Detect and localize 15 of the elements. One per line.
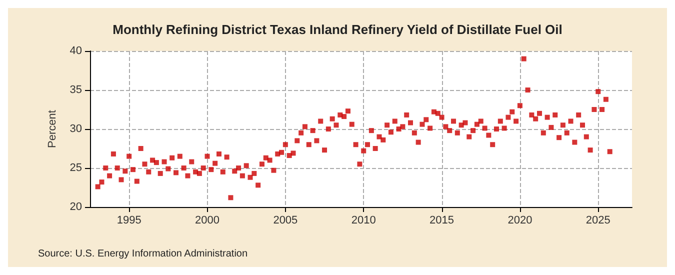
x-tick-label: 2005	[273, 214, 298, 226]
chart-title: Monthly Refining District Texas Inland Refinery Yield of Distillate Fuel Oil	[112, 22, 562, 37]
x-tick-label: 1995	[116, 214, 142, 226]
y-tick-label: 30	[70, 123, 82, 135]
source-note: Source: U.S. Energy Information Administration	[38, 248, 248, 260]
y-tick-label: 25	[70, 162, 82, 174]
x-tick-label: 2015	[430, 214, 454, 226]
x-tick-label: 2010	[351, 214, 376, 226]
y-axis-title: Percent	[46, 110, 58, 148]
x-tick-label: 2020	[508, 214, 532, 226]
y-tick-label: 40	[70, 45, 82, 57]
x-tick-label: 2000	[195, 214, 220, 226]
y-tick-label: 35	[70, 84, 82, 96]
y-tick-label: 20	[70, 201, 82, 213]
x-tick-label: 2025	[586, 214, 610, 226]
